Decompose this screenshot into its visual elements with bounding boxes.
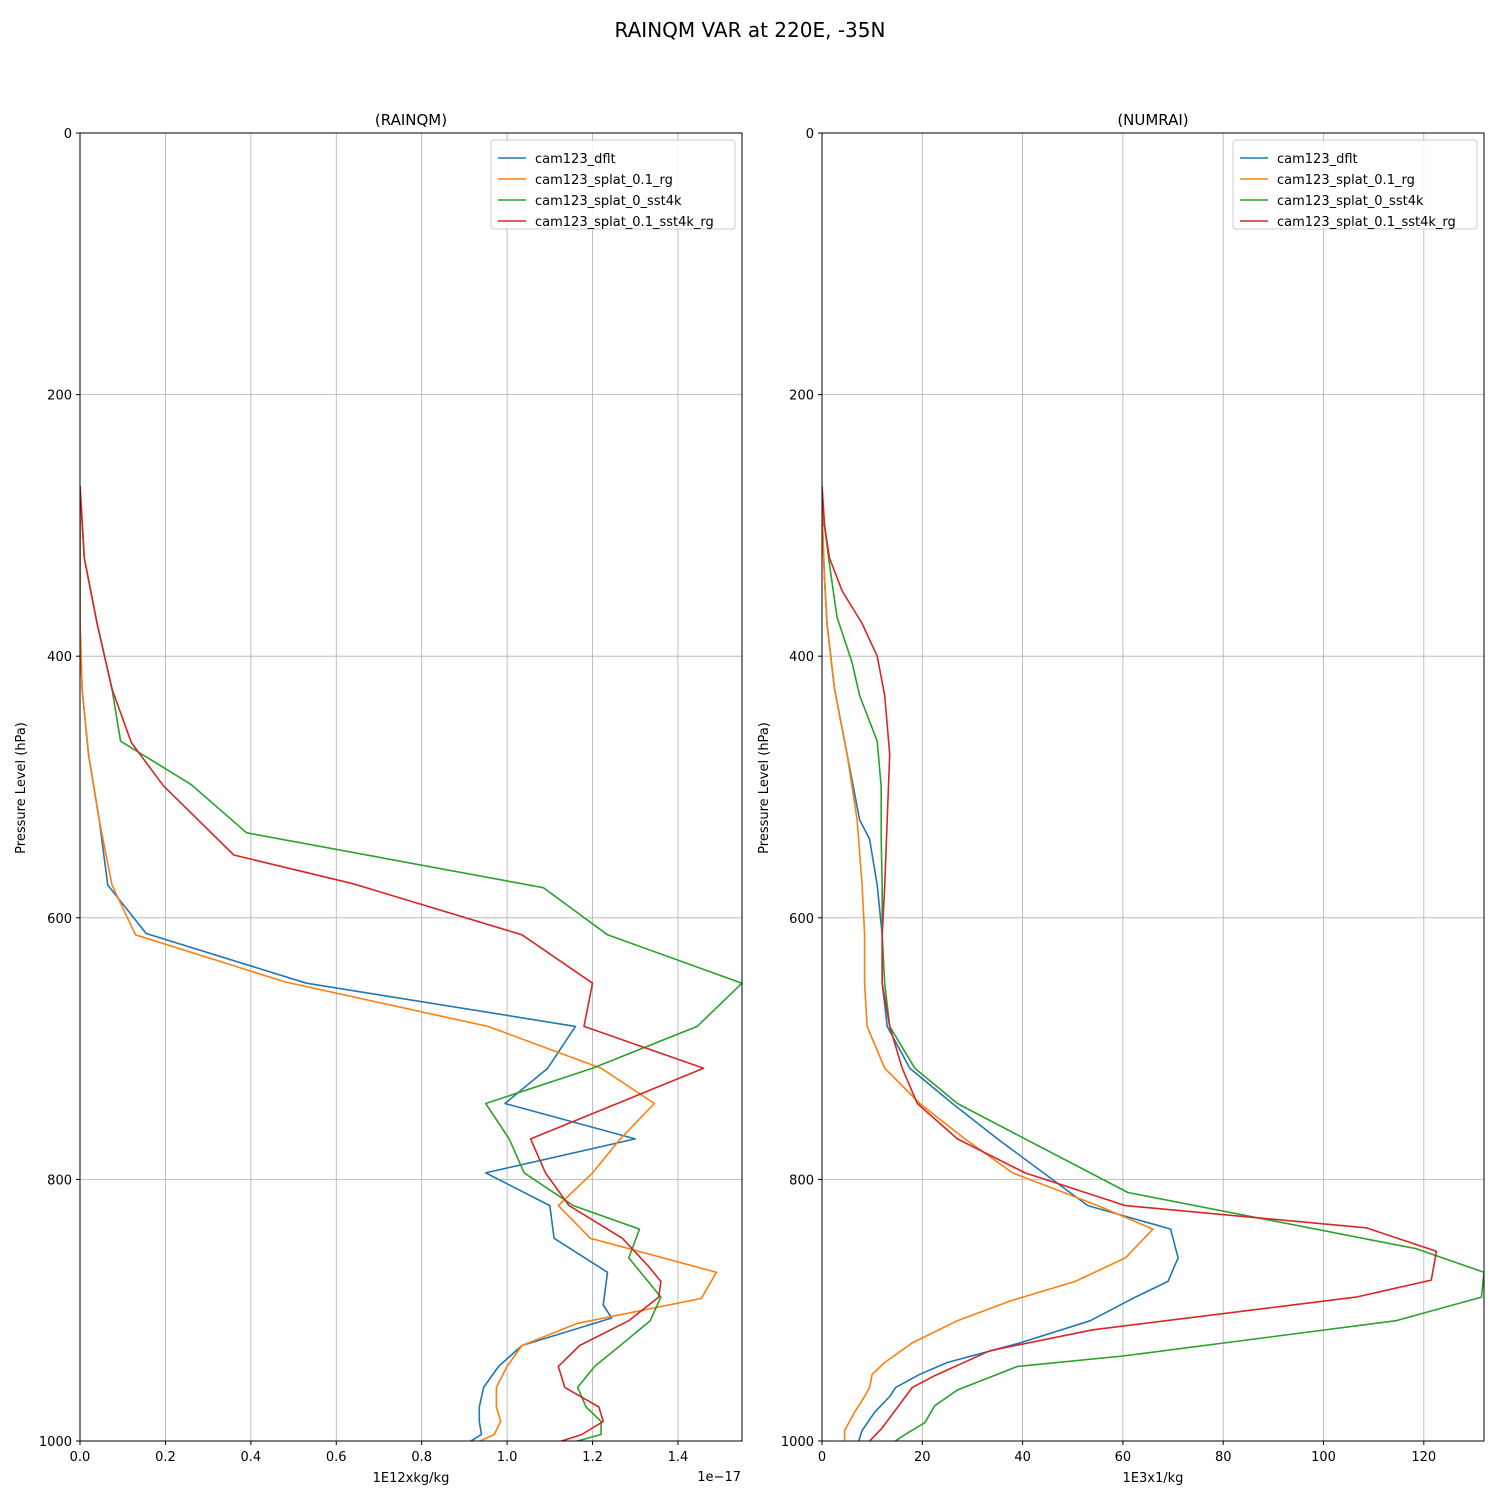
- rainqm-series-line-2: [80, 486, 742, 1441]
- rainqm-legend-label: cam123_splat_0.1_sst4k_rg: [535, 215, 714, 230]
- rainqm-x-tick-label: 0.4: [240, 1450, 261, 1465]
- rainqm-y-tick-label: 400: [47, 650, 72, 665]
- rainqm-x-tick-label: 1.2: [582, 1450, 603, 1465]
- rainqm-x-offset-text: 1e−17: [697, 1470, 741, 1485]
- rainqm-panel: (RAINQM) 1E12xkg/kg Pressure Level (hPa)…: [14, 111, 743, 1486]
- rainqm-y-axis-label: Pressure Level (hPa): [14, 722, 29, 854]
- rainqm-legend: cam123_dflt cam123_splat_0.1_rg cam123_spl…: [490, 139, 736, 230]
- rainqm-series-line-1: [80, 486, 718, 1441]
- numrai-y-axis-label: Pressure Level (hPa): [757, 722, 772, 854]
- rainqm-y-tick-label: 800: [47, 1173, 72, 1188]
- rainqm-x-tick-label: 0.6: [326, 1450, 347, 1465]
- numrai-x-tick-label: 40: [1014, 1450, 1031, 1465]
- rainqm-x-tick-label: 1.0: [497, 1450, 518, 1465]
- numrai-legend: cam123_dflt cam123_splat_0.1_rg cam123_spl…: [1232, 139, 1478, 230]
- numrai-y-tick-label: 200: [789, 389, 814, 404]
- numrai-legend-label: cam123_splat_0_sst4k: [1277, 194, 1424, 209]
- numrai-series-group: [822, 486, 1484, 1441]
- numrai-y-tick-label: 1000: [781, 1435, 814, 1450]
- numrai-series-line-2: [822, 486, 1484, 1441]
- numrai-x-tick-label: 20: [914, 1450, 931, 1465]
- figure-title: RAINQM VAR at 220E, -35N: [615, 18, 886, 42]
- rainqm-x-tick-label: 0.8: [411, 1450, 432, 1465]
- numrai-y-tick-label: 400: [789, 650, 814, 665]
- numrai-series-line-1: [822, 486, 1154, 1441]
- rainqm-y-tick-label: 0: [64, 127, 72, 142]
- rainqm-panel-title: (RAINQM): [375, 111, 447, 129]
- numrai-series-line-0: [822, 486, 1179, 1441]
- rainqm-series-group: [80, 486, 742, 1441]
- numrai-axes-frame: [821, 132, 1485, 1442]
- numrai-x-tick-label: 60: [1115, 1450, 1132, 1465]
- numrai-x-tick-label: 80: [1215, 1450, 1232, 1465]
- numrai-grid: [821, 132, 1484, 1442]
- numrai-x-tick-label: 0: [818, 1450, 826, 1465]
- rainqm-x-tick-label: 1.4: [668, 1450, 689, 1465]
- numrai-x-tick-label: 100: [1311, 1450, 1336, 1465]
- rainqm-axes-frame: [79, 132, 743, 1442]
- numrai-legend-box: [1232, 139, 1478, 230]
- numrai-y-tick-label: 600: [789, 912, 814, 927]
- rainqm-y-tick-label: 1000: [39, 1435, 72, 1450]
- rainqm-legend-label: cam123_dflt: [535, 152, 616, 167]
- numrai-legend-label: cam123_dflt: [1277, 152, 1358, 167]
- numrai-panel: (NUMRAI) 1E3x1/kg Pressure Level (hPa) 0…: [757, 111, 1485, 1486]
- rainqm-x-tick-label: 0.2: [155, 1450, 176, 1465]
- rainqm-x-tick-label: 0.0: [70, 1450, 91, 1465]
- numrai-panel-title: (NUMRAI): [1117, 111, 1188, 129]
- rainqm-legend-label: cam123_splat_0_sst4k: [535, 194, 682, 209]
- numrai-x-tick-label: 120: [1411, 1450, 1436, 1465]
- rainqm-legend-box: [490, 139, 736, 230]
- rainqm-legend-label: cam123_splat_0.1_rg: [535, 173, 673, 188]
- numrai-y-tick-label: 0: [806, 127, 814, 142]
- rainqm-y-tick-label: 200: [47, 389, 72, 404]
- numrai-x-axis-label: 1E3x1/kg: [1123, 1471, 1184, 1486]
- rainqm-series-line-0: [80, 486, 637, 1441]
- rainqm-series-line-3: [80, 486, 705, 1441]
- numrai-legend-label: cam123_splat_0.1_rg: [1277, 173, 1415, 188]
- numrai-series-line-3: [822, 486, 1438, 1441]
- rainqm-y-tick-label: 600: [47, 912, 72, 927]
- numrai-legend-label: cam123_splat_0.1_sst4k_rg: [1277, 215, 1456, 230]
- rainqm-grid: [79, 132, 742, 1442]
- rainqm-x-axis-label: 1E12xkg/kg: [373, 1471, 450, 1486]
- numrai-y-tick-label: 800: [789, 1173, 814, 1188]
